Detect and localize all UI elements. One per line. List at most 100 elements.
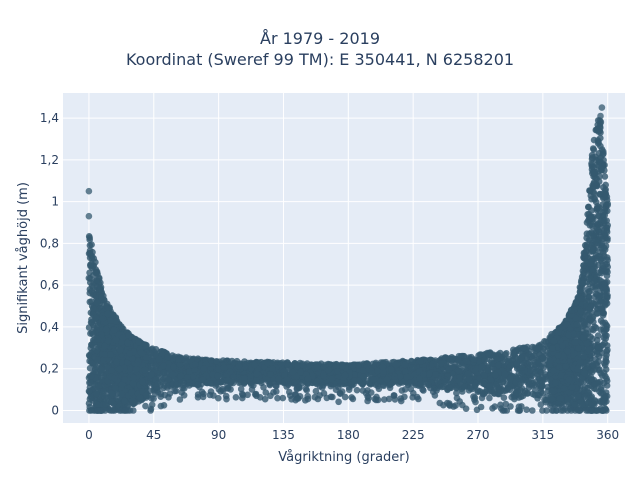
data-point bbox=[112, 317, 119, 325]
chart-title: År 1979 - 2019 bbox=[260, 29, 380, 48]
data-point bbox=[94, 401, 101, 409]
data-point bbox=[155, 355, 163, 363]
data-point bbox=[279, 359, 286, 367]
data-point bbox=[587, 333, 594, 341]
data-point bbox=[425, 370, 433, 378]
data-point bbox=[595, 366, 602, 374]
data-point bbox=[215, 365, 222, 373]
data-point bbox=[591, 196, 598, 203]
data-point bbox=[455, 368, 463, 375]
data-point bbox=[480, 371, 488, 379]
data-point bbox=[530, 352, 538, 359]
data-point bbox=[580, 353, 588, 360]
data-point bbox=[108, 367, 115, 374]
data-point bbox=[465, 375, 473, 383]
data-point bbox=[501, 351, 509, 358]
data-point bbox=[564, 396, 571, 403]
data-point bbox=[602, 366, 610, 373]
data-point bbox=[89, 342, 96, 349]
data-point bbox=[472, 367, 479, 375]
data-point bbox=[560, 385, 568, 392]
data-point bbox=[141, 366, 149, 374]
data-point bbox=[588, 214, 596, 222]
data-point bbox=[579, 267, 587, 275]
data-point bbox=[86, 364, 94, 372]
data-point bbox=[170, 363, 177, 371]
data-point bbox=[160, 384, 167, 392]
data-point bbox=[97, 366, 105, 374]
data-point bbox=[585, 346, 592, 353]
data-point bbox=[601, 211, 609, 219]
data-point bbox=[475, 352, 482, 359]
data-point bbox=[129, 355, 136, 363]
data-point bbox=[121, 376, 128, 383]
data-point bbox=[86, 242, 94, 249]
data-point bbox=[283, 376, 291, 383]
data-point bbox=[89, 305, 97, 312]
data-point bbox=[599, 201, 607, 208]
data-point bbox=[365, 379, 373, 387]
data-point bbox=[586, 280, 593, 288]
data-point bbox=[585, 203, 592, 211]
data-point bbox=[87, 261, 94, 269]
data-point bbox=[582, 360, 589, 367]
data-point bbox=[541, 338, 548, 345]
data-point bbox=[585, 306, 593, 313]
data-point bbox=[525, 359, 533, 366]
data-point bbox=[484, 367, 492, 374]
data-point bbox=[118, 359, 126, 367]
data-point bbox=[526, 366, 534, 374]
data-point bbox=[539, 382, 546, 390]
data-point bbox=[594, 310, 601, 317]
data-point bbox=[601, 339, 608, 347]
data-points bbox=[85, 104, 611, 414]
data-point bbox=[461, 383, 468, 391]
data-point bbox=[546, 356, 554, 364]
data-point bbox=[589, 223, 596, 230]
data-point bbox=[518, 354, 525, 362]
data-point bbox=[603, 272, 611, 280]
data-point bbox=[601, 173, 609, 180]
data-point bbox=[589, 361, 597, 369]
data-point bbox=[599, 309, 607, 317]
data-point bbox=[488, 359, 496, 367]
data-point bbox=[171, 376, 178, 384]
data-point bbox=[86, 269, 93, 277]
data-point bbox=[409, 364, 417, 371]
data-point bbox=[396, 373, 404, 381]
data-point bbox=[355, 361, 362, 369]
data-point bbox=[169, 371, 177, 379]
data-point bbox=[148, 371, 155, 378]
data-point bbox=[582, 329, 590, 337]
data-point bbox=[160, 362, 167, 370]
data-point bbox=[213, 358, 220, 365]
data-point bbox=[446, 355, 453, 362]
data-point bbox=[604, 292, 611, 299]
data-point bbox=[559, 342, 566, 350]
data-point bbox=[214, 372, 221, 380]
data-point bbox=[226, 368, 234, 376]
data-point bbox=[596, 173, 603, 180]
data-point bbox=[429, 360, 436, 368]
data-point bbox=[87, 373, 95, 380]
data-point bbox=[601, 331, 609, 339]
data-point bbox=[592, 237, 600, 245]
data-point bbox=[590, 169, 598, 177]
data-point bbox=[571, 401, 578, 409]
chart-subtitle: Koordinat (Sweref 99 TM): E 350441, N 62… bbox=[125, 50, 515, 69]
data-point bbox=[603, 323, 611, 330]
data-point bbox=[474, 388, 482, 396]
data-point bbox=[87, 393, 94, 401]
data-point bbox=[383, 376, 391, 384]
data-point bbox=[495, 361, 503, 369]
data-point bbox=[90, 255, 98, 262]
data-point bbox=[98, 293, 105, 301]
data-point bbox=[116, 346, 124, 354]
data-point bbox=[464, 370, 472, 378]
data-point bbox=[602, 193, 609, 201]
data-point bbox=[581, 393, 588, 400]
data-point bbox=[604, 256, 611, 264]
data-point bbox=[487, 375, 494, 383]
data-point bbox=[176, 361, 184, 369]
